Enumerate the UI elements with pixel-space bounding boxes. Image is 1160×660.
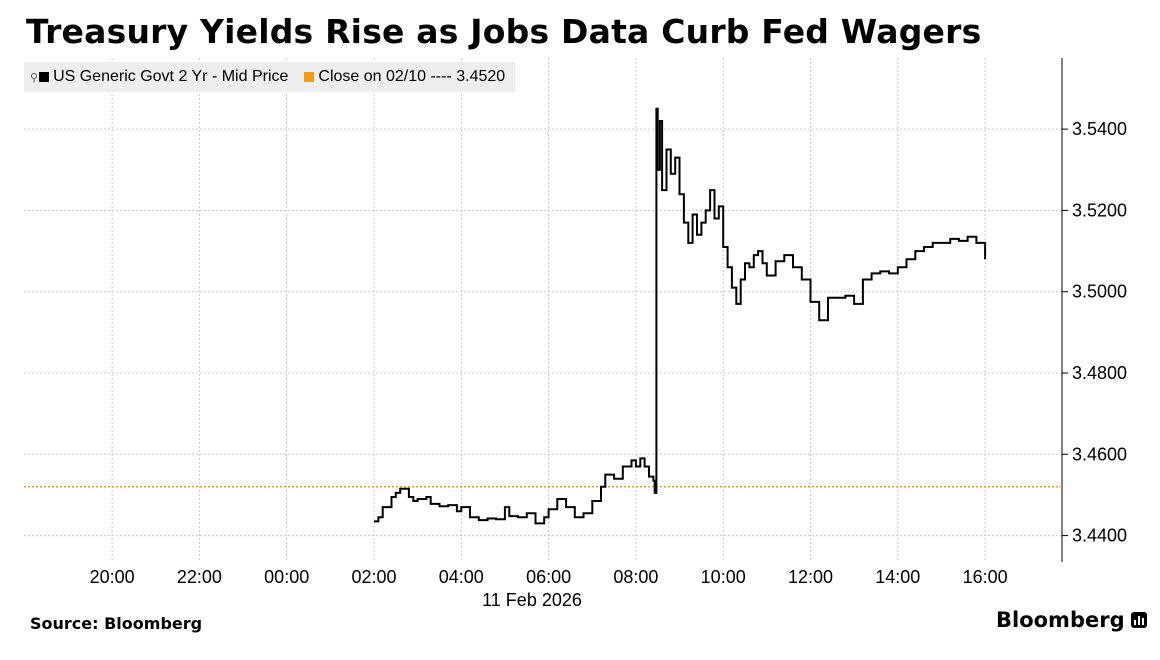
bar-chart-icon — [1130, 612, 1147, 628]
pin-icon: ⚲ — [30, 71, 39, 84]
legend-close-label: Close on 02/10 ---- 3.4520 — [318, 68, 506, 85]
source-note: Source: Bloomberg — [30, 614, 203, 633]
legend: ⚲ US Generic Govt 2 Yr - Mid Price Close… — [24, 62, 516, 92]
y-tick-label: 3.5400 — [1072, 119, 1127, 139]
y-tick-label: 3.5200 — [1072, 200, 1127, 220]
x-tick-label: 02:00 — [351, 567, 396, 587]
y-tick-label: 3.4800 — [1072, 363, 1127, 383]
close-swatch — [304, 72, 315, 82]
x-tick-label: 04:00 — [439, 567, 484, 587]
x-tick-label: 08:00 — [613, 567, 658, 587]
bloomberg-logo: Bloomberg — [996, 608, 1147, 632]
series-swatch — [39, 72, 50, 82]
x-tick-label: 06:00 — [526, 567, 571, 587]
legend-item-series: ⚲ US Generic Govt 2 Yr - Mid Price — [30, 68, 288, 86]
series-line — [374, 107, 987, 525]
chart-title: Treasury Yields Rise as Jobs Data Curb F… — [26, 12, 982, 51]
x-axis-date-label: 11 Feb 2026 — [482, 590, 582, 610]
y-axis: 3.4400 3.4600 3.4800 3.5000 3.5200 3.5400 — [1062, 119, 1127, 546]
x-tick-label: 00:00 — [264, 567, 309, 587]
grid-lines — [24, 58, 1062, 562]
x-tick-label: 12:00 — [788, 567, 833, 587]
y-tick-label: 3.5000 — [1072, 282, 1127, 302]
y-tick-label: 3.4400 — [1072, 526, 1127, 546]
x-tick-label: 20:00 — [90, 567, 135, 587]
x-tick-label: 14:00 — [875, 567, 920, 587]
x-tick-label: 16:00 — [963, 567, 1008, 587]
x-axis: 20:00 22:00 00:00 02:00 04:00 06:00 08:00 10:00… — [90, 567, 1008, 587]
legend-item-close: Close on 02/10 ---- 3.4520 — [304, 68, 505, 86]
x-tick-label: 10:00 — [701, 567, 746, 587]
y-tick-label: 3.4600 — [1072, 444, 1127, 464]
legend-series-label: US Generic Govt 2 Yr - Mid Price — [53, 68, 289, 85]
x-tick-label: 22:00 — [177, 567, 222, 587]
brand-name: Bloomberg — [996, 608, 1125, 632]
